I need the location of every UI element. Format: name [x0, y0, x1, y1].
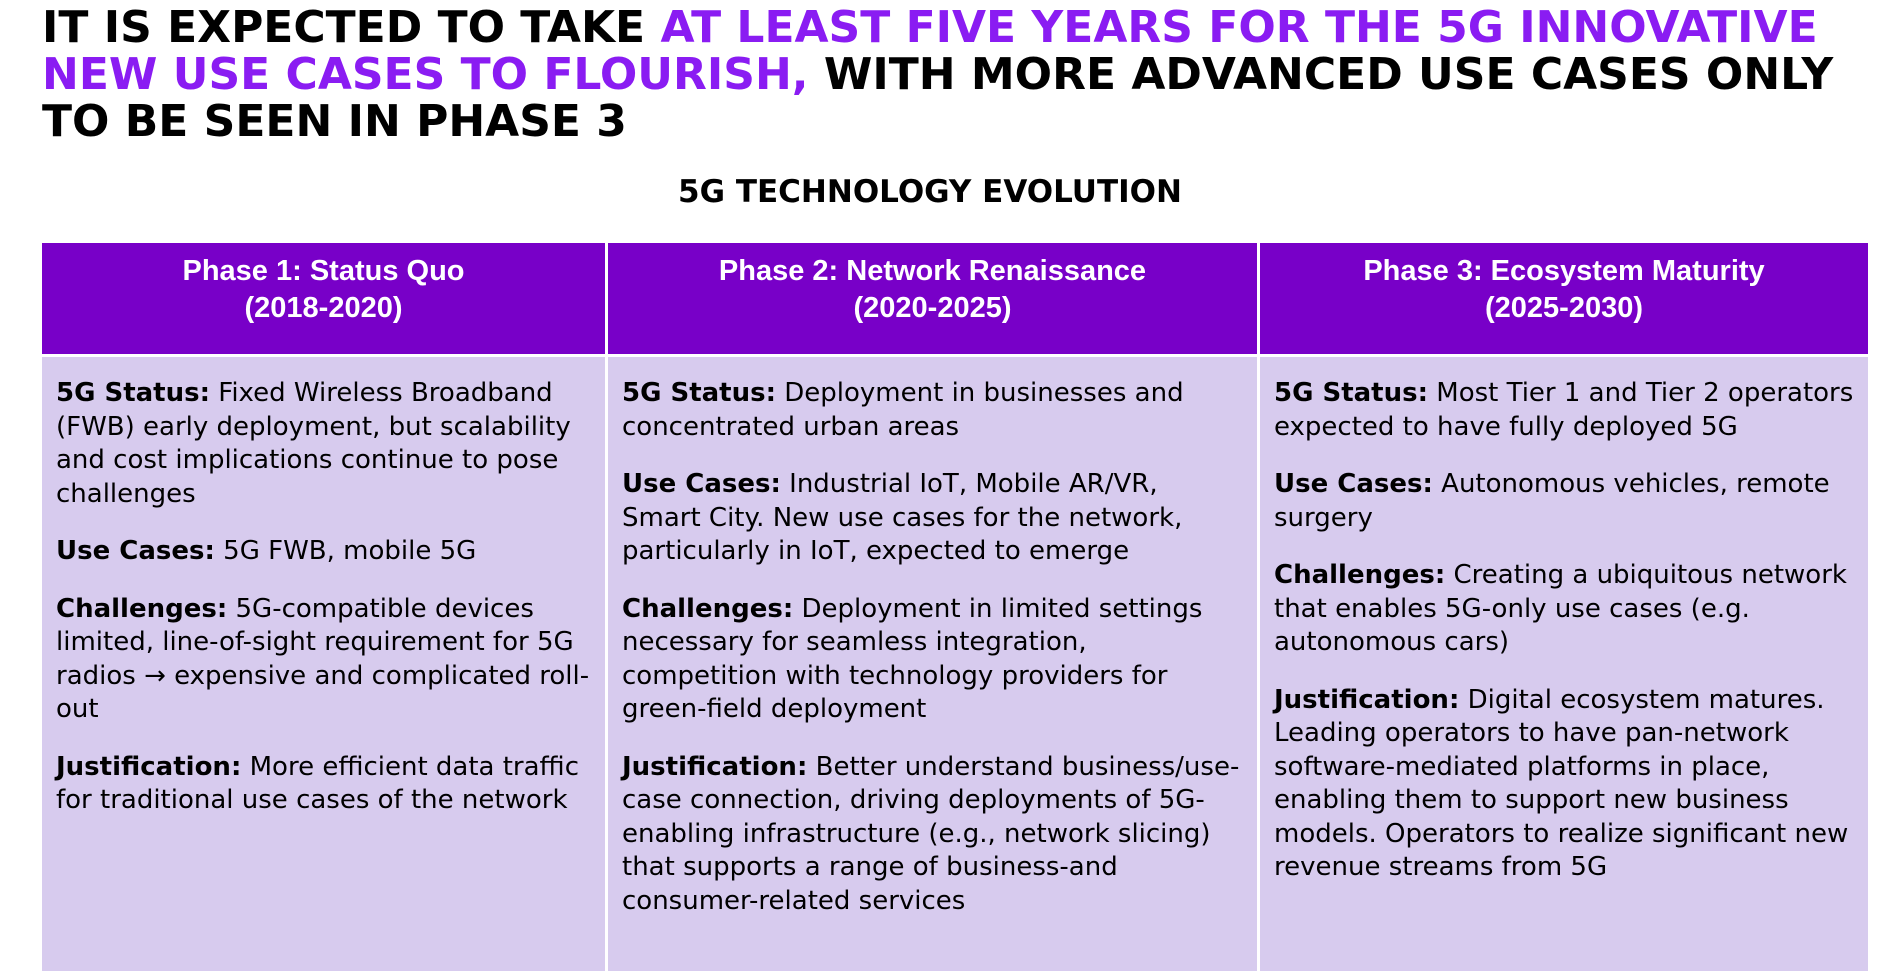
headline-highlight: AT LEAST FIVE YEARS FOR THE 5G INNOVATIV…	[42, 2, 1818, 100]
phase-1-body: 5G Status: Fixed Wireless Broadband (FWB…	[42, 357, 605, 971]
phase-1-challenges: Challenges: 5G-compatible devices limite…	[56, 593, 591, 727]
use-cases-label: Use Cases:	[56, 536, 215, 566]
phase-3-years: (2025-2030)	[1485, 292, 1643, 324]
use-cases-label: Use Cases:	[622, 469, 781, 499]
challenges-label: Challenges:	[1274, 560, 1446, 590]
phase-3-header: Phase 3: Ecosystem Maturity (2025-2030)	[1257, 243, 1868, 354]
challenges-label: Challenges:	[56, 593, 228, 624]
use-cases-text: Industrial IoT, Mobile AR/VR, Smart City…	[622, 469, 1183, 566]
phase-3-title: Phase 3: Ecosystem Maturity	[1363, 255, 1765, 287]
phase-2-justification: Justification: Better understand busines…	[622, 751, 1243, 919]
status-text: Deployment in businesses and concentrate…	[622, 378, 1184, 442]
headline-part-3: WITH MORE ADVANCED USE CASES ONLY TO BE …	[42, 49, 1834, 147]
phase-2-body: 5G Status: Deployment in businesses and …	[605, 357, 1257, 971]
headline-part-1: IT IS EXPECTED TO TAKE	[42, 2, 661, 53]
phase-1-status: 5G Status: Fixed Wireless Broadband (FWB…	[56, 377, 591, 511]
phase-2-status: 5G Status: Deployment in businesses and …	[622, 377, 1243, 444]
phase-3-use-cases: Use Cases: Autonomous vehicles, remote s…	[1274, 468, 1854, 535]
status-text: Fixed Wireless Broadband (FWB) early dep…	[56, 378, 571, 509]
status-label: 5G Status:	[622, 378, 776, 408]
justification-label: Justification:	[1274, 684, 1460, 715]
phase-1-years: (2018-2020)	[244, 292, 403, 324]
justification-text: More efficient data traffic for traditio…	[56, 751, 579, 816]
justification-label: Justification:	[622, 751, 808, 782]
phase-1-header: Phase 1: Status Quo (2018-2020)	[42, 243, 605, 354]
justification-text: Digital ecosystem matures. Leading opera…	[1274, 684, 1849, 883]
justification-label: Justification:	[56, 751, 242, 782]
challenges-text: Creating a ubiquitous network that enabl…	[1274, 560, 1847, 657]
technology-evolution-table: Phase 1: Status Quo (2018-2020) Phase 2:…	[42, 243, 1868, 971]
status-label: 5G Status:	[1274, 378, 1428, 408]
challenges-text: 5G-compatible devices limited, line-of-s…	[56, 593, 590, 725]
challenges-text: Deployment in limited settings necessary…	[622, 593, 1203, 725]
use-cases-label: Use Cases:	[1274, 469, 1433, 499]
use-cases-text: 5G FWB, mobile 5G	[214, 536, 477, 566]
justification-text: Better understand business/use-case conn…	[622, 751, 1240, 916]
phase-1-use-cases: Use Cases: 5G FWB, mobile 5G	[56, 535, 591, 569]
phase-2-years: (2020-2025)	[853, 292, 1012, 324]
use-cases-text: Autonomous vehicles, remote surgery	[1274, 469, 1830, 533]
phase-1-justification: Justification: More efficient data traff…	[56, 751, 591, 818]
phase-2-title: Phase 2: Network Renaissance	[718, 255, 1147, 287]
phase-2-challenges: Challenges: Deployment in limited settin…	[622, 593, 1243, 727]
challenges-label: Challenges:	[622, 593, 794, 624]
status-label: 5G Status:	[56, 378, 210, 408]
phase-3-justification: Justification: Digital ecosystem matures…	[1274, 684, 1854, 885]
phase-2-header: Phase 2: Network Renaissance (2020-2025)	[605, 243, 1257, 354]
phase-3-body: 5G Status: Most Tier 1 and Tier 2 operat…	[1257, 357, 1868, 971]
phase-3-status: 5G Status: Most Tier 1 and Tier 2 operat…	[1274, 377, 1854, 444]
status-text: Most Tier 1 and Tier 2 operators expecte…	[1274, 378, 1854, 442]
headline: IT IS EXPECTED TO TAKE AT LEAST FIVE YEA…	[42, 4, 1882, 145]
table-title: 5G TECHNOLOGY EVOLUTION	[678, 174, 1182, 210]
phase-3-challenges: Challenges: Creating a ubiquitous networ…	[1274, 559, 1854, 660]
phase-2-use-cases: Use Cases: Industrial IoT, Mobile AR/VR,…	[622, 468, 1243, 569]
phase-1-title: Phase 1: Status Quo	[182, 255, 465, 287]
